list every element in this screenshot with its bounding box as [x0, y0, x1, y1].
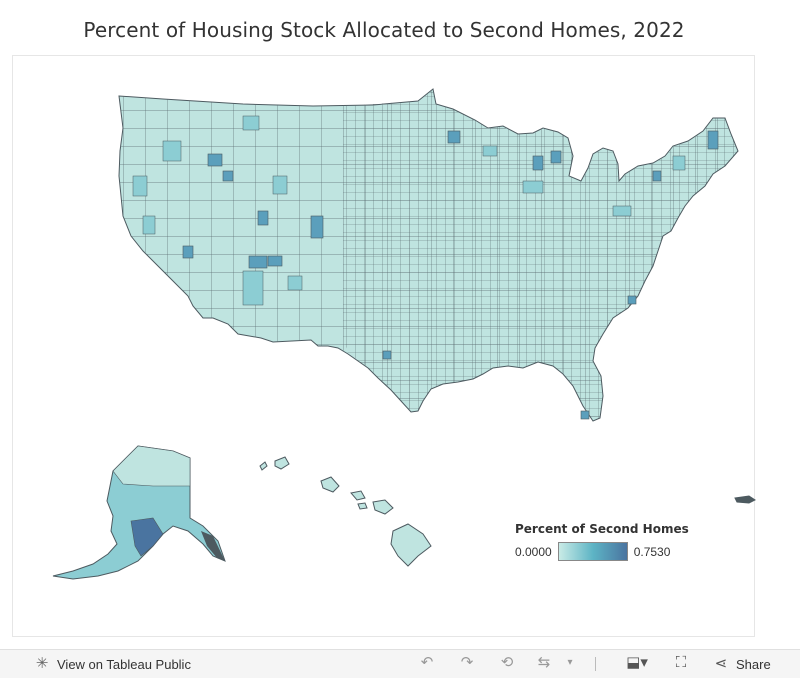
alaska-region[interactable] — [52, 445, 226, 580]
legend-max-label: 0.7530 — [633, 544, 671, 559]
map-title: Percent of Housing Stock Allocated to Se… — [83, 18, 685, 42]
toolbar-divider — [595, 657, 596, 671]
view-on-tableau-label: View on Tableau Public — [57, 656, 191, 672]
revert-icon[interactable]: ⟲ — [500, 654, 514, 671]
map-frame[interactable]: Percent of Second Homes 0.0000 0.7530 — [12, 55, 756, 638]
share-label: Share — [736, 656, 771, 672]
share-button[interactable]: ⋖ Share — [712, 656, 771, 672]
download-icon[interactable]: ⬓▾ — [626, 654, 648, 671]
legend-gradient-bar — [557, 542, 628, 561]
high-value-counties[interactable] — [182, 130, 719, 420]
puerto-rico-region[interactable] — [734, 495, 756, 504]
undo-icon[interactable]: ↶ — [420, 654, 434, 671]
legend-title: Percent of Second Homes — [515, 522, 689, 536]
share-icon: ⋖ — [714, 655, 728, 672]
refresh-icon[interactable]: ⇆ — [537, 654, 551, 671]
fullscreen-icon[interactable]: ⛶ — [675, 654, 687, 671]
redo-icon[interactable]: ↷ — [460, 654, 474, 671]
legend-min-label: 0.0000 — [515, 544, 552, 559]
tableau-logo-icon: ✳ — [35, 655, 49, 672]
hawaii-region[interactable] — [259, 456, 432, 567]
color-legend: Percent of Second Homes 0.0000 0.7530 — [515, 522, 689, 561]
view-on-tableau-link[interactable]: ✳ View on Tableau Public — [33, 656, 191, 672]
pause-dropdown-icon[interactable]: ▾ — [567, 657, 573, 668]
tableau-toolbar: ✳ View on Tableau Public ↶ ↷ ⟲ ⇆ ▾ ⬓▾ ⛶ … — [0, 649, 800, 678]
contiguous-us-region[interactable] — [118, 88, 739, 422]
choropleth-map[interactable] — [13, 56, 756, 638]
